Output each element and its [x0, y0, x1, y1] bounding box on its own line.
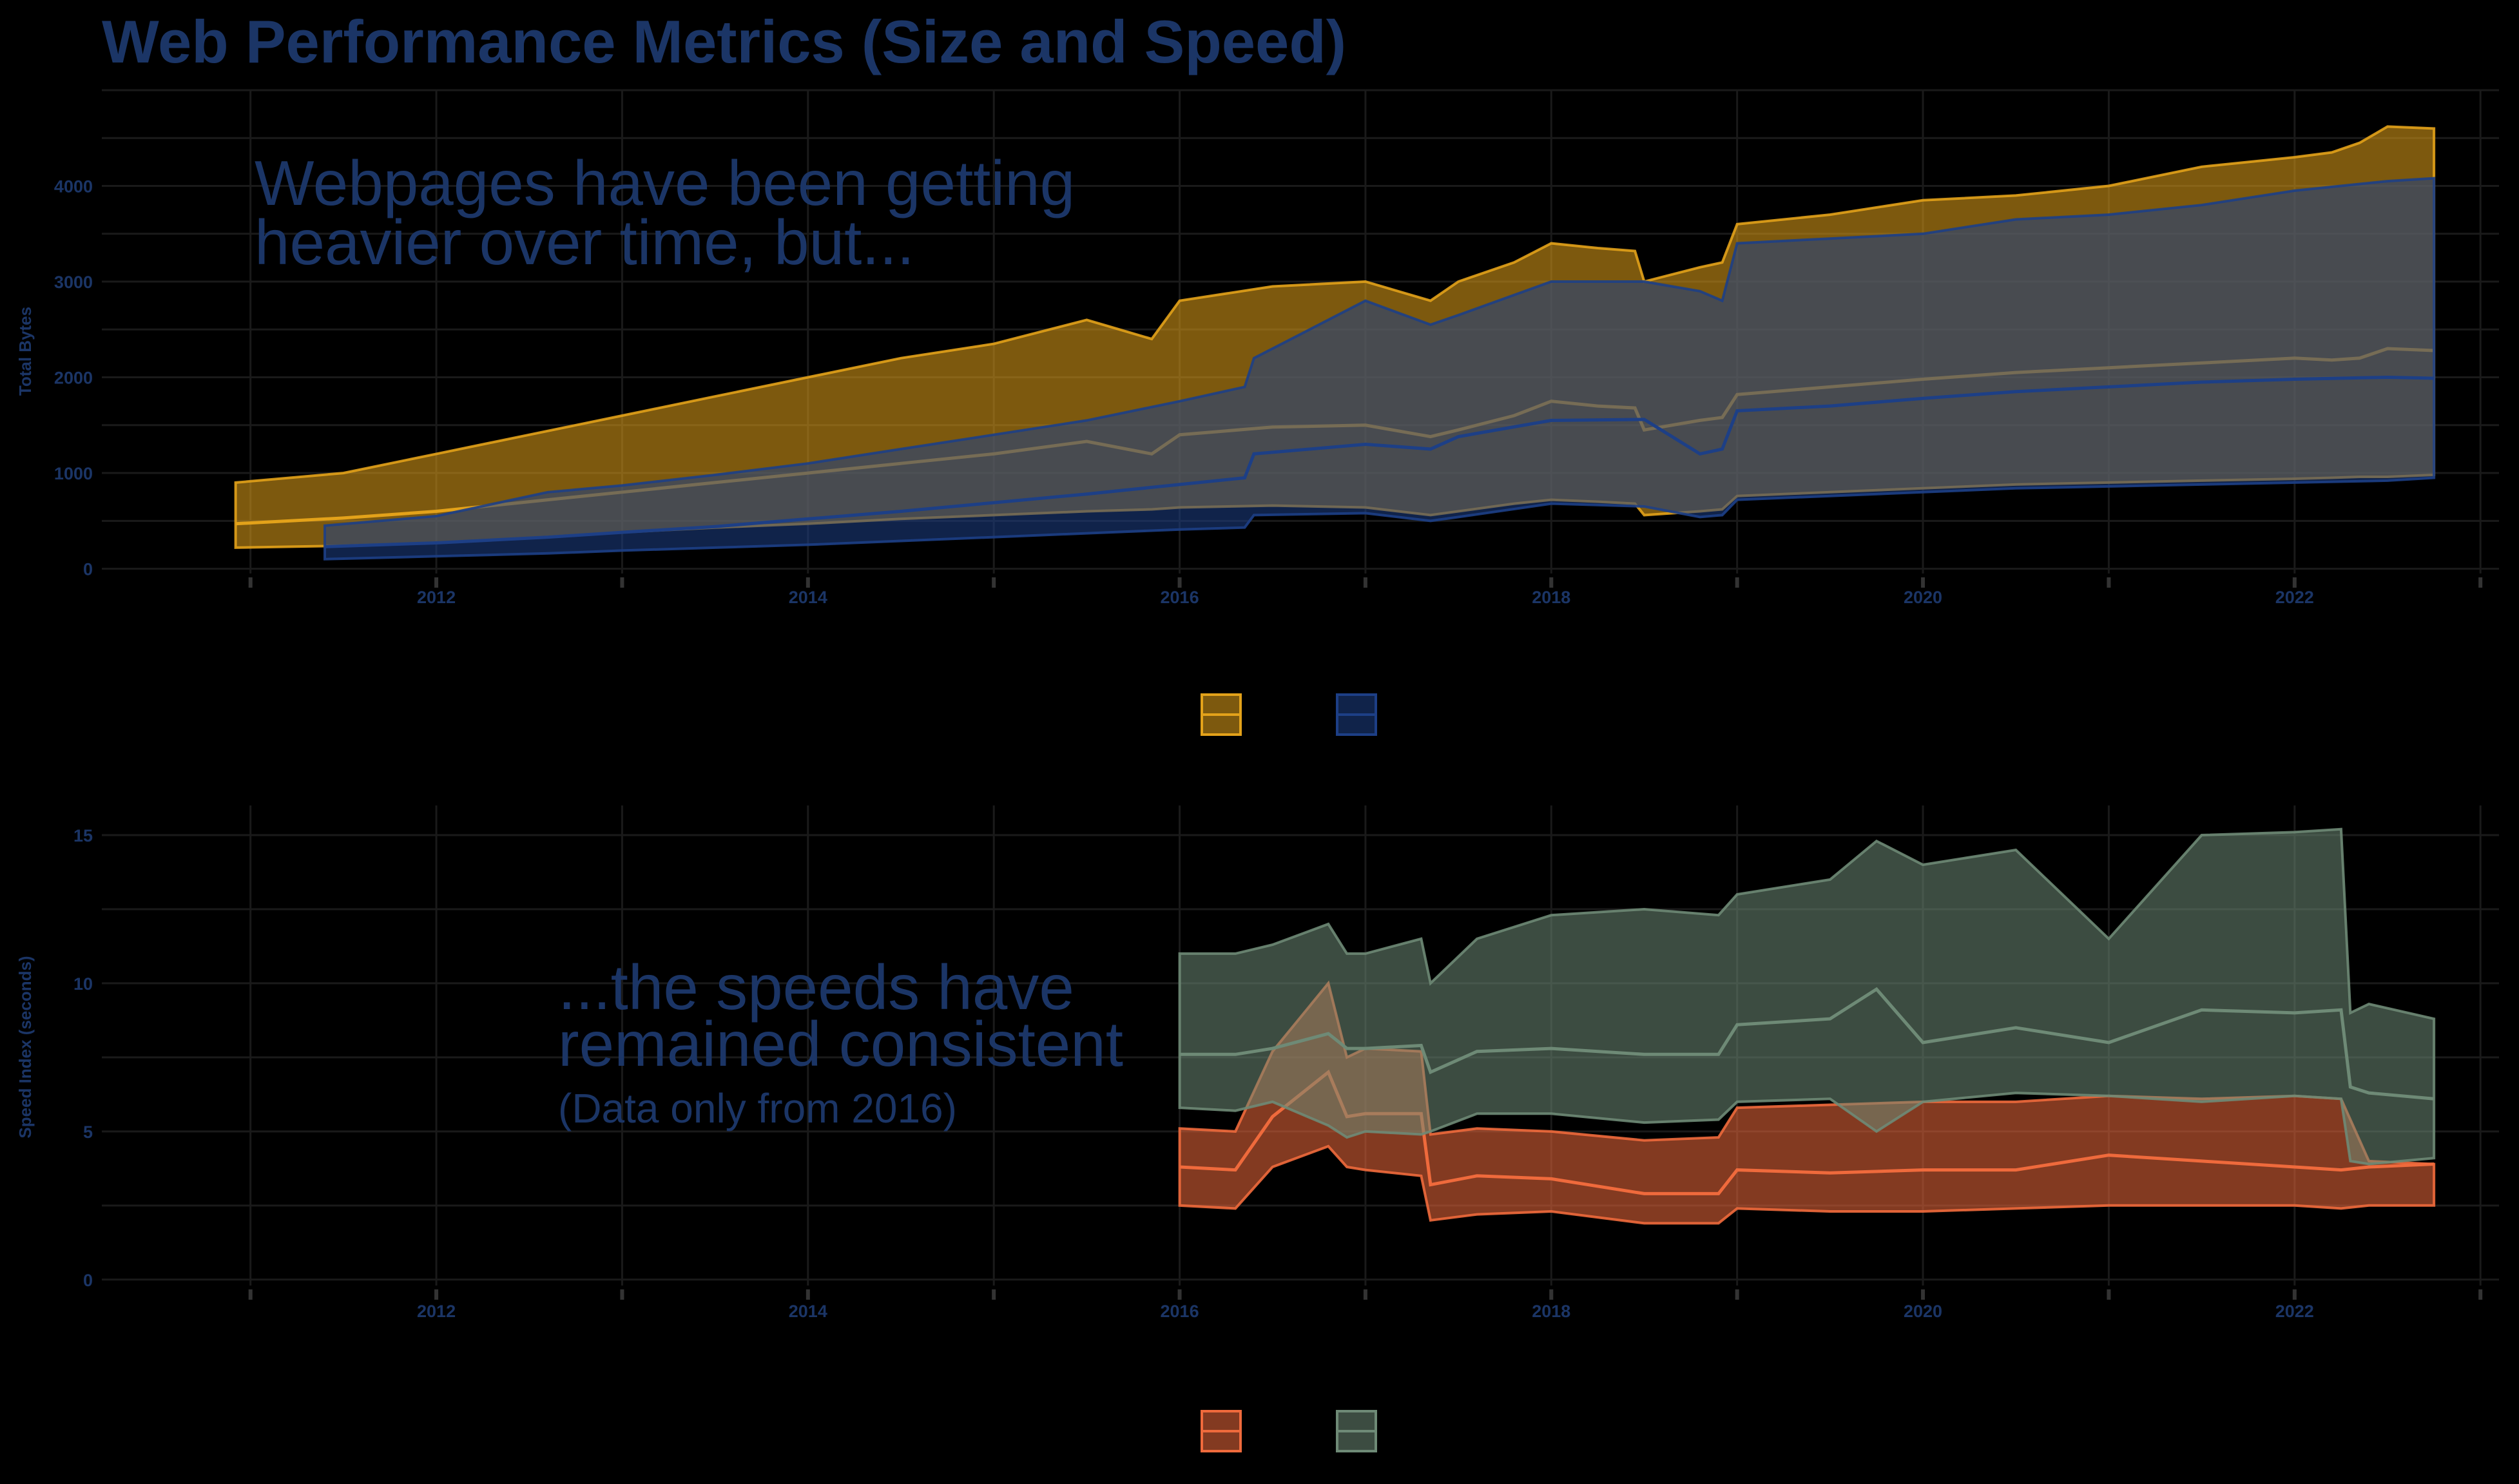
speed-x-axis: 2012 2014 2016 2018 2020 2022: [248, 1289, 2483, 1321]
size-y-tick-label: 1000: [54, 464, 93, 483]
speed-median-line-1: [1179, 987, 2435, 1101]
speed-x-tick-label: 2018: [1532, 1302, 1570, 1321]
speed-x-tick-label: 2016: [1161, 1302, 1199, 1321]
speed-annotation-note: (Data only from 2016): [558, 1085, 957, 1132]
speed-annotation-line-1: ...the speeds have: [558, 952, 1074, 1023]
size-x-tick-label: 2012: [417, 588, 456, 607]
speed-x-tick-label: 2020: [1904, 1302, 1942, 1321]
size-y-tick-label: 0: [83, 560, 93, 579]
speed-y-tick-label: 15: [73, 826, 93, 845]
speed-y-axis-label: Speed Index (seconds): [15, 956, 35, 1138]
size-annotation-line-1: Webpages have been getting: [255, 148, 1075, 218]
size-ribbon-1: [323, 177, 2436, 561]
speed-y-tick-label: 10: [73, 974, 93, 994]
speed-annotation-line-2: remained consistent: [558, 1008, 1123, 1079]
size-y-axis: 0 1000 2000 3000 4000: [54, 177, 93, 579]
speed-y-tick-label: 5: [83, 1123, 93, 1142]
size-annotation: Webpages have been getting heavier over …: [255, 148, 1092, 278]
speed-panel: 2012 2014 2016 2018 2020 2022 0 5 10 15 Speed In…: [15, 805, 2499, 1452]
size-x-tick-label: 2014: [789, 588, 827, 607]
speed-x-tick-label: 2014: [789, 1302, 827, 1321]
speed-legend: [1201, 1410, 1377, 1452]
size-y-axis-label: Total Bytes: [15, 307, 35, 396]
speed-ribbon-1: [1178, 827, 2436, 1166]
size-x-tick-label: 2018: [1532, 588, 1570, 607]
size-panel: 2012 2014 2016 2018 2020 2022 0 1000 2000 3000 40…: [15, 89, 2499, 736]
speed-x-tick-label: 2012: [417, 1302, 456, 1321]
chart-title: Web Performance Metrics (Size and Speed): [102, 8, 1346, 75]
size-x-tick-label: 2020: [1904, 588, 1942, 607]
size-median-line-1: [324, 375, 2435, 548]
size-y-tick-label: 3000: [54, 273, 93, 292]
speed-x-tick-label: 2022: [2275, 1302, 2314, 1321]
size-x-tick-label: 2016: [1161, 588, 1199, 607]
size-x-axis: 2012 2014 2016 2018 2020 2022: [248, 577, 2483, 607]
size-y-tick-label: 4000: [54, 177, 93, 197]
speed-annotation: ...the speeds have remained consistent: [558, 952, 1123, 1079]
size-y-tick-label: 2000: [54, 369, 93, 388]
size-x-tick-label: 2022: [2275, 588, 2314, 607]
speed-y-axis: 0 5 10 15: [73, 826, 93, 1290]
size-ribbons: [234, 125, 2436, 561]
speed-y-tick-label: 0: [83, 1271, 93, 1290]
speed-ribbon-0: [1178, 980, 2436, 1225]
size-legend: [1201, 693, 1377, 736]
size-annotation-line-2: heavier over time, but...: [255, 207, 914, 278]
speed-ribbons: [1178, 827, 2436, 1225]
